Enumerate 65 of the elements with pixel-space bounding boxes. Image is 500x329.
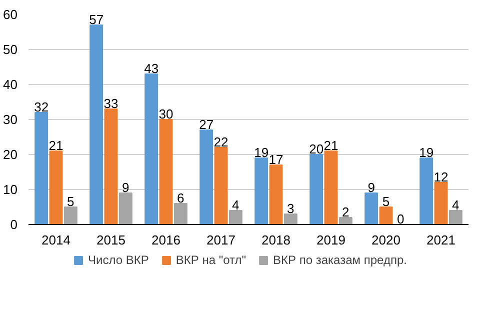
bar	[324, 150, 338, 224]
y-tick-label: 10	[3, 182, 18, 197]
bar	[214, 147, 228, 224]
bar	[364, 192, 378, 224]
bar	[338, 217, 352, 224]
bar	[49, 150, 63, 224]
data-label: 12	[434, 170, 448, 184]
data-label: 22	[214, 134, 228, 150]
bar	[174, 203, 188, 224]
y-tick-label: 30	[3, 112, 18, 127]
bar	[118, 192, 132, 224]
data-label: 17	[268, 152, 284, 167]
x-tick-label: 2017	[206, 232, 236, 248]
bar	[420, 158, 434, 224]
data-label: 21	[48, 138, 64, 153]
y-tick-label: 0	[10, 217, 18, 232]
x-tick-label: 2016	[152, 232, 180, 248]
x-tick-label: 2020	[372, 232, 400, 248]
bar	[284, 214, 298, 224]
x-tick-label: 2014	[42, 232, 70, 248]
bar	[104, 108, 118, 224]
bar	[269, 164, 283, 224]
y-tick-label: 40	[3, 77, 18, 92]
data-label: 4	[452, 198, 460, 212]
data-label: 4	[232, 198, 240, 212]
data-label: 21	[324, 138, 338, 153]
data-label: 3	[287, 201, 294, 216]
bar	[310, 154, 324, 224]
x-tick-label: 2015	[96, 232, 126, 248]
data-label: 6	[177, 190, 184, 206]
y-tick-label: 20	[3, 147, 18, 162]
bar	[228, 210, 242, 224]
data-label: 19	[254, 145, 269, 160]
bar	[34, 112, 48, 224]
y-tick-label: 50	[3, 42, 18, 57]
data-label: 9	[368, 180, 375, 195]
data-label: 19	[419, 145, 434, 160]
data-label: 57	[89, 12, 104, 27]
bar	[379, 206, 393, 224]
bar	[254, 158, 268, 224]
x-tick-label: 2018	[262, 232, 290, 248]
bar	[200, 130, 214, 224]
bar	[90, 24, 104, 224]
x-tick-label: 2021	[426, 232, 456, 248]
bar	[64, 206, 78, 224]
data-label: 5	[67, 194, 74, 209]
legend-label: ВКР на "отл"	[176, 253, 246, 267]
legend-label: Число ВКР	[88, 253, 149, 267]
x-tick-label: 2019	[316, 232, 346, 248]
data-label: 30	[158, 106, 174, 122]
bar	[434, 182, 448, 224]
data-label: 43	[144, 61, 159, 76]
bar	[159, 119, 173, 224]
data-label: 5	[382, 194, 390, 209]
data-label: 2	[342, 204, 350, 220]
data-label: 20	[309, 142, 324, 156]
y-tick-label: 60	[3, 7, 18, 22]
data-label: 33	[104, 96, 118, 111]
bar	[448, 210, 462, 224]
bar	[144, 74, 158, 224]
data-label: 27	[199, 117, 214, 132]
legend-label: ВКР по заказам предпр.	[273, 253, 407, 267]
data-label: 32	[34, 100, 49, 114]
data-label: 0	[397, 212, 404, 226]
data-label: 9	[122, 180, 130, 195]
